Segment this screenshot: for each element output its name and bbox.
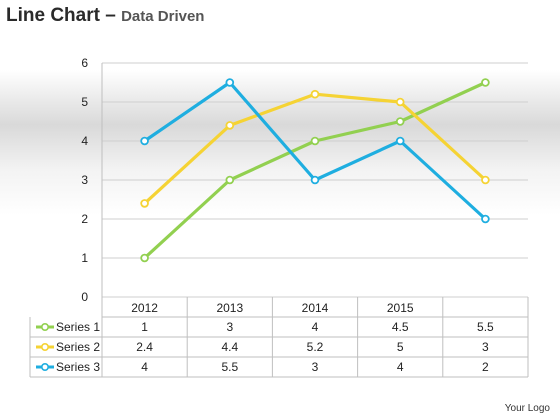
x-tick-label-2: 2014: [302, 301, 329, 315]
legend-label-series-3: Series 3: [56, 360, 100, 374]
table-value-series-3-col-3: 4: [397, 360, 404, 374]
table-value-series-2-col-2: 5.2: [307, 340, 324, 354]
title-text: Line Chart: [6, 5, 100, 26]
y-tick-label-6: 6: [81, 56, 88, 70]
table-value-series-3-col-0: 4: [141, 360, 148, 374]
x-tick-label-1: 2013: [216, 301, 243, 315]
x-tick-label-3: 2015: [387, 301, 414, 315]
data-point-series-1-3: [395, 117, 405, 126]
data-point-series-1-0: [140, 253, 149, 263]
table-value-series-1-col-1: 3: [226, 320, 233, 334]
data-point-series-3-2: [310, 175, 320, 185]
y-tick-label-1: 1: [81, 251, 88, 265]
title-dash: –: [105, 5, 116, 26]
data-point-series-3-3: [395, 136, 405, 146]
data-point-series-3-4: [481, 214, 490, 224]
subtitle-text: Data Driven: [121, 8, 205, 25]
data-point-series-2-4: [481, 175, 490, 185]
legend-marker-series-1: [40, 322, 49, 331]
data-point-series-2-1: [225, 121, 235, 130]
logo-text: Your Logo: [504, 403, 550, 414]
table-value-series-1-col-2: 4: [312, 320, 319, 334]
legend-label-series-1: Series 1: [56, 320, 100, 334]
table-value-series-3-col-2: 3: [312, 360, 319, 374]
page-title: Line Chart – Data Driven: [6, 5, 204, 27]
table-value-series-1-col-3: 4.5: [392, 320, 409, 334]
data-point-series-2-2: [310, 89, 320, 99]
table-value-series-2-col-3: 5: [397, 340, 404, 354]
y-tick-label-0: 0: [81, 290, 88, 304]
y-tick-label-5: 5: [81, 95, 88, 109]
data-point-series-3-0: [140, 136, 149, 146]
data-point-series-3-1: [225, 78, 235, 87]
series-line-3: [143, 80, 487, 221]
y-tick-label-4: 4: [81, 134, 88, 148]
table-value-series-2-col-0: 2.4: [136, 340, 153, 354]
legend-marker-series-2: [40, 342, 49, 351]
table-value-series-2-col-1: 4.4: [221, 340, 238, 354]
x-tick-label-0: 2012: [131, 301, 158, 315]
data-point-series-1-2: [310, 136, 320, 146]
series-line-2: [143, 92, 487, 205]
legend-label-series-2: Series 2: [56, 340, 100, 354]
data-point-series-1-4: [481, 78, 490, 87]
table-value-series-1-col-0: 1: [141, 320, 148, 334]
table-value-series-3-col-1: 5.5: [221, 360, 238, 374]
table-value-series-3-col-4: 2: [482, 360, 489, 374]
data-point-series-2-3: [395, 97, 405, 107]
data-point-series-1-1: [225, 175, 235, 185]
data-point-series-2-0: [140, 199, 149, 208]
legend-marker-series-3: [40, 362, 49, 371]
table-value-series-2-col-4: 3: [482, 340, 489, 354]
y-tick-label-3: 3: [81, 173, 88, 187]
table-value-series-1-col-4: 5.5: [477, 320, 494, 334]
y-tick-label-2: 2: [81, 212, 88, 226]
